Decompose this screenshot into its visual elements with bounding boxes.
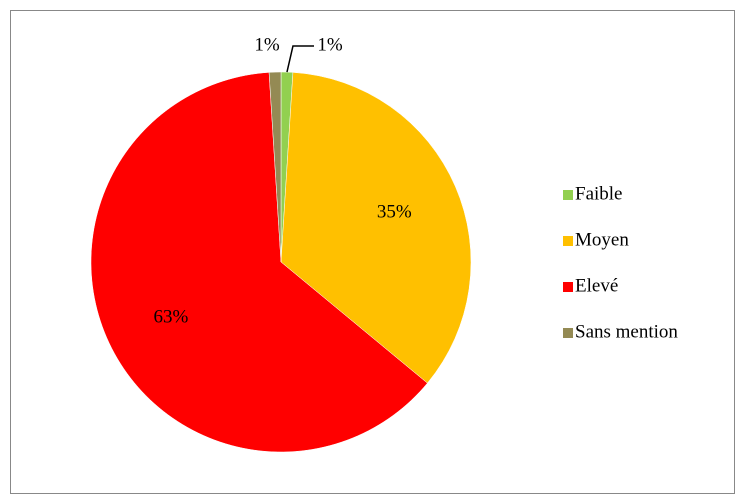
legend-swatch (563, 328, 573, 338)
legend-swatch (563, 190, 573, 200)
pie-slice (268, 71, 282, 263)
legend-label: Faible (575, 183, 623, 204)
pie-slice (280, 72, 472, 384)
data-label: 1% (254, 34, 280, 55)
pie-slice (90, 72, 428, 453)
legend-label: Moyen (575, 229, 629, 250)
legend-label: Elevé (575, 275, 618, 296)
data-label: 1% (317, 34, 343, 55)
legend-label: Sans mention (575, 321, 678, 342)
data-label: 35% (377, 201, 412, 222)
data-label: 63% (154, 306, 189, 327)
legend-swatch (563, 236, 573, 246)
legend-swatch (563, 282, 573, 292)
leader-line (286, 45, 314, 73)
